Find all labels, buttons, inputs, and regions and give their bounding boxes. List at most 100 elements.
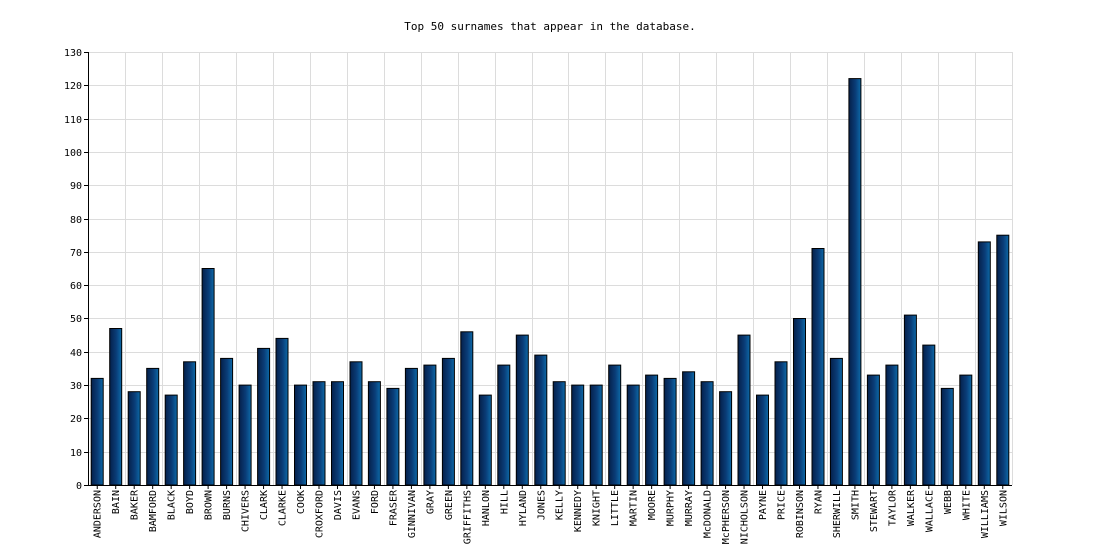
- bar-robinson: [793, 318, 806, 486]
- x-tick-label-smith: SMITH: [850, 490, 861, 520]
- y-tick-label: 100: [64, 148, 82, 159]
- x-tick-label-murray: MURRAY: [684, 490, 695, 526]
- x-tick-label-sherwill: SHERWILL: [832, 490, 843, 538]
- bar-knight: [589, 384, 603, 486]
- x-tick-label-wilson: WILSON: [998, 490, 1009, 526]
- bar-moore: [645, 374, 659, 486]
- bar-murray: [682, 371, 696, 486]
- y-tick-label: 70: [70, 248, 82, 259]
- x-tick-label-griffiths: GRIFFITHS: [462, 490, 473, 544]
- x-tick-label-williams: WILLIAMS: [980, 490, 991, 538]
- x-tick-label-taylor: TAYLOR: [887, 489, 898, 526]
- x-tick-label-bain: BAIN: [111, 490, 122, 514]
- bar-ryan: [811, 248, 825, 486]
- x-tick-label-mcdonald: McDONALD: [703, 490, 714, 538]
- x-tick-label-hill: HILL: [499, 490, 510, 514]
- x-tick-label-black: BLACK: [167, 490, 178, 520]
- bar-hanlon: [478, 394, 492, 486]
- x-tick-label-fraser: FRASER: [388, 489, 399, 526]
- bar-williams: [977, 241, 991, 486]
- x-tick-label-little: LITTLE: [610, 490, 621, 526]
- bar-nicholson: [737, 334, 751, 486]
- bar-wallace: [922, 344, 936, 486]
- bar-green: [441, 357, 455, 486]
- x-tick-label-hanlon: HANLON: [481, 490, 492, 526]
- bar-price: [774, 361, 788, 486]
- x-tick-label-bamford: BAMFORD: [148, 490, 159, 532]
- y-tick-label: 40: [70, 348, 82, 359]
- bar-murphy: [663, 377, 677, 486]
- y-tick-label: 110: [64, 115, 82, 126]
- y-tick-label: 60: [70, 281, 82, 292]
- x-tick-label-chivers: CHIVERS: [241, 490, 252, 532]
- x-tick-label-ginnivan: GINNIVAN: [407, 490, 418, 538]
- bar-black: [164, 394, 178, 486]
- bar-taylor: [885, 364, 899, 486]
- x-tick-label-ryan: RYAN: [814, 490, 825, 514]
- bar-kennedy: [571, 384, 585, 486]
- bar-clark: [257, 347, 271, 486]
- y-tick-label: 50: [70, 314, 82, 325]
- bar-cook: [294, 384, 307, 486]
- x-tick-label-martin: MARTIN: [629, 490, 640, 526]
- x-tick-label-clarke: CLARKE: [278, 490, 289, 526]
- axes: [84, 52, 1012, 489]
- bar-griffiths: [460, 331, 474, 486]
- x-tick-label-davis: DAVIS: [333, 490, 344, 520]
- bar-hill: [497, 364, 511, 486]
- bar-gray: [423, 364, 437, 486]
- bar-mcdonald: [700, 381, 714, 486]
- x-tick-label-boyd: BOYD: [185, 490, 196, 514]
- y-tick-label: 120: [64, 81, 82, 92]
- bar-boyd: [183, 361, 197, 486]
- x-tick-label-knight: KNIGHT: [592, 490, 603, 526]
- bar-white: [959, 374, 973, 486]
- x-tick-label-wallace: WALLACE: [924, 490, 935, 532]
- x-tick-label-brown: BROWN: [204, 490, 215, 520]
- bar-hyland: [515, 334, 529, 486]
- x-tick-label-white: WHITE: [961, 490, 972, 520]
- bar-brown: [201, 268, 215, 486]
- bar-anderson: [90, 377, 104, 486]
- bar-clarke: [275, 337, 289, 486]
- bar-jones: [534, 354, 548, 486]
- x-tick-label-green: GREEN: [444, 490, 455, 520]
- x-tick-label-jones: JONES: [536, 490, 547, 520]
- x-tick-label-ford: FORD: [370, 490, 381, 514]
- y-tick-labels: 0 10 20 30 40 50 60 70 80 90 100 110 120 130: [64, 48, 82, 492]
- bar-mcpherson: [719, 391, 733, 486]
- bar-wilson: [996, 234, 1010, 486]
- chart-title: Top 50 surnames that appear in the datab…: [404, 20, 695, 33]
- x-tick-label-webb: WEBB: [943, 490, 954, 514]
- bar-davis: [331, 381, 344, 486]
- y-tick-label: 130: [64, 48, 82, 59]
- bar-kelly: [552, 381, 566, 486]
- x-tick-label-croxford: CROXFORD: [315, 490, 326, 538]
- bar-payne: [756, 394, 769, 486]
- x-tick-label-kennedy: KENNEDY: [573, 490, 584, 532]
- bar-fraser: [386, 387, 400, 486]
- bar-ford: [367, 381, 381, 486]
- y-tick-label: 80: [70, 215, 82, 226]
- bar-stewart: [866, 374, 880, 486]
- x-tick-label-murphy: MURPHY: [666, 490, 677, 526]
- x-tick-label-gray: GRAY: [425, 490, 436, 514]
- x-tick-label-baker: BAKER: [130, 489, 141, 520]
- bar-bain: [109, 328, 123, 486]
- bar-chivers: [238, 384, 252, 486]
- y-tick-label: 10: [70, 448, 82, 459]
- bar-baker: [127, 391, 141, 486]
- x-tick-label-walker: WALKER: [906, 489, 917, 526]
- x-tick-label-evans: EVANS: [352, 490, 363, 520]
- bar-martin: [626, 384, 640, 486]
- x-tick-label-kelly: KELLY: [555, 490, 566, 520]
- x-tick-labels: ANDERSON BAIN BAKER BAMFORD BLACK BOYD BROWN BU…: [93, 489, 1010, 544]
- grid-lines: [88, 52, 1013, 486]
- x-tick-label-stewart: STEWART: [869, 490, 880, 532]
- bar-croxford: [312, 381, 326, 486]
- bar-webb: [940, 387, 954, 486]
- bar-ginnivan: [404, 367, 418, 486]
- y-tick-label: 0: [76, 481, 82, 492]
